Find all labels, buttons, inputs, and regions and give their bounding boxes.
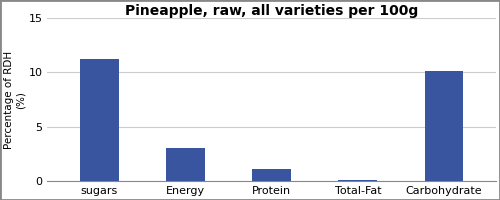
Bar [252, 169, 291, 181]
Bar [166, 148, 205, 181]
Bar [80, 59, 118, 181]
Title: Pineapple, raw, all varieties per 100g: Pineapple, raw, all varieties per 100g [125, 4, 418, 18]
Y-axis label: Percentage of RDH
(%): Percentage of RDH (%) [4, 51, 26, 149]
Bar [424, 71, 464, 181]
Bar [338, 180, 378, 181]
